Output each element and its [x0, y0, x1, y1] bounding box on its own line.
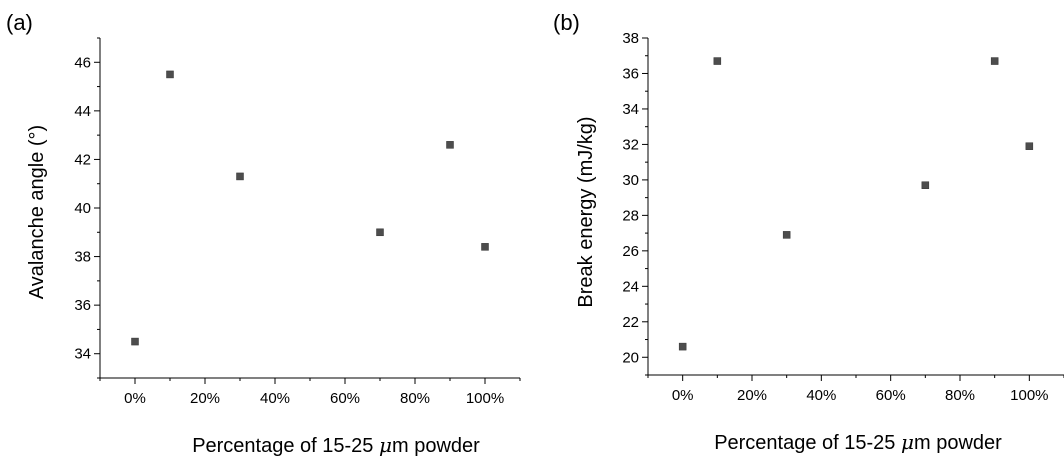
panel-a-label: (a) [6, 10, 33, 35]
panel-b-axes: 0% 20% 40% 60% 80% 100% 20 22 24 26 28 30 32 34 36 38 [622, 30, 1064, 404]
panel-a-data-point [236, 172, 244, 181]
panel-b-y-tick-label: 30 [622, 172, 639, 189]
panel-a-y-tick-label: 38 [74, 249, 91, 266]
panel-a-data-point [131, 337, 139, 346]
panel-b-x-axis-title-prefix: Percentage of 15-25 [714, 432, 901, 454]
panel-a-y-tick-label: 46 [74, 54, 91, 71]
panel-b-label: (b) [553, 10, 580, 35]
panel-a-y-tick-label: 42 [74, 151, 91, 168]
panel-a-y-tick-label: 44 [74, 103, 91, 120]
panel-a-data-point [481, 243, 489, 251]
chart-panel-a: (a) 0% 20% 40% 60% 80% 100% 34 36 38 40 42 44 46 Per… [6, 10, 521, 457]
panel-b-y-tick-label: 26 [622, 243, 639, 260]
chart-panel-b: (b) 0% 20% 40% 60% 80% 100% 20 22 24 26 28 30 32 34 36… [553, 10, 1064, 454]
panel-b-y-tick-label: 34 [622, 101, 639, 118]
panel-b-data-point [782, 231, 791, 239]
panel-a-y-tick-label: 40 [74, 200, 91, 217]
panel-b-x-axis-title-mu: μ [901, 430, 914, 454]
panel-a-x-tick-label: 80% [400, 390, 430, 407]
panel-b-y-tick-label: 22 [622, 314, 639, 331]
panel-a-axes: 0% 20% 40% 60% 80% 100% 34 36 38 40 42 44 46 [74, 37, 521, 407]
panel-a-x-axis-title-prefix: Percentage of 15-25 [192, 435, 379, 457]
panel-a-x-tick-label: 20% [190, 390, 220, 407]
panel-b-x-axis-title: Percentage of 15-25 μm powder [714, 430, 1002, 454]
panel-a-y-axis-title: Avalanche angle (°) [26, 125, 48, 299]
panel-b-x-tick-label: 0% [672, 387, 694, 404]
panel-b-y-tick-label: 38 [622, 30, 639, 47]
panel-b-data-point [921, 181, 930, 189]
panel-b-x-tick-label: 100% [1010, 387, 1048, 404]
panel-b-data-point [1025, 142, 1034, 150]
panel-b-marks [678, 57, 1034, 351]
panel-a-x-axis-title: Percentage of 15-25 μm powder [192, 433, 480, 457]
panel-b-y-tick-label: 28 [622, 207, 639, 224]
panel-b-y-tick-label: 20 [622, 349, 639, 366]
panel-b-y-axis-title: Break energy (mJ/kg) [575, 116, 597, 307]
panel-a-data-point [376, 228, 384, 237]
panel-a-x-tick-label: 60% [330, 390, 360, 407]
panel-b-data-point [713, 57, 722, 65]
panel-a-data-point [166, 70, 174, 79]
panel-b-data-point [990, 57, 999, 65]
panel-b-x-tick-label: 20% [737, 387, 767, 404]
panel-a-x-tick-label: 100% [466, 390, 504, 407]
panel-b-x-tick-label: 40% [806, 387, 836, 404]
panel-a-x-axis-title-mu: μ [379, 433, 392, 457]
panel-a-marks [131, 70, 489, 346]
panel-b-y-tick-label: 32 [622, 136, 639, 153]
panel-b-x-tick-label: 60% [876, 387, 906, 404]
panel-b-y-tick-label: 24 [622, 278, 639, 295]
panel-a-x-axis-title-suffix: m powder [392, 435, 480, 457]
panel-b-x-tick-label: 80% [945, 387, 975, 404]
panel-a-data-point [446, 141, 454, 149]
panel-b-data-point [678, 342, 687, 351]
panel-a-x-tick-label: 0% [124, 390, 146, 407]
panel-a-y-tick-label: 36 [74, 297, 91, 314]
panel-b-y-tick-label: 36 [622, 65, 639, 82]
panel-b-x-axis-title-suffix: m powder [914, 432, 1002, 454]
panel-a-y-tick-label: 34 [74, 346, 91, 363]
panel-a-x-tick-label: 40% [260, 390, 290, 407]
